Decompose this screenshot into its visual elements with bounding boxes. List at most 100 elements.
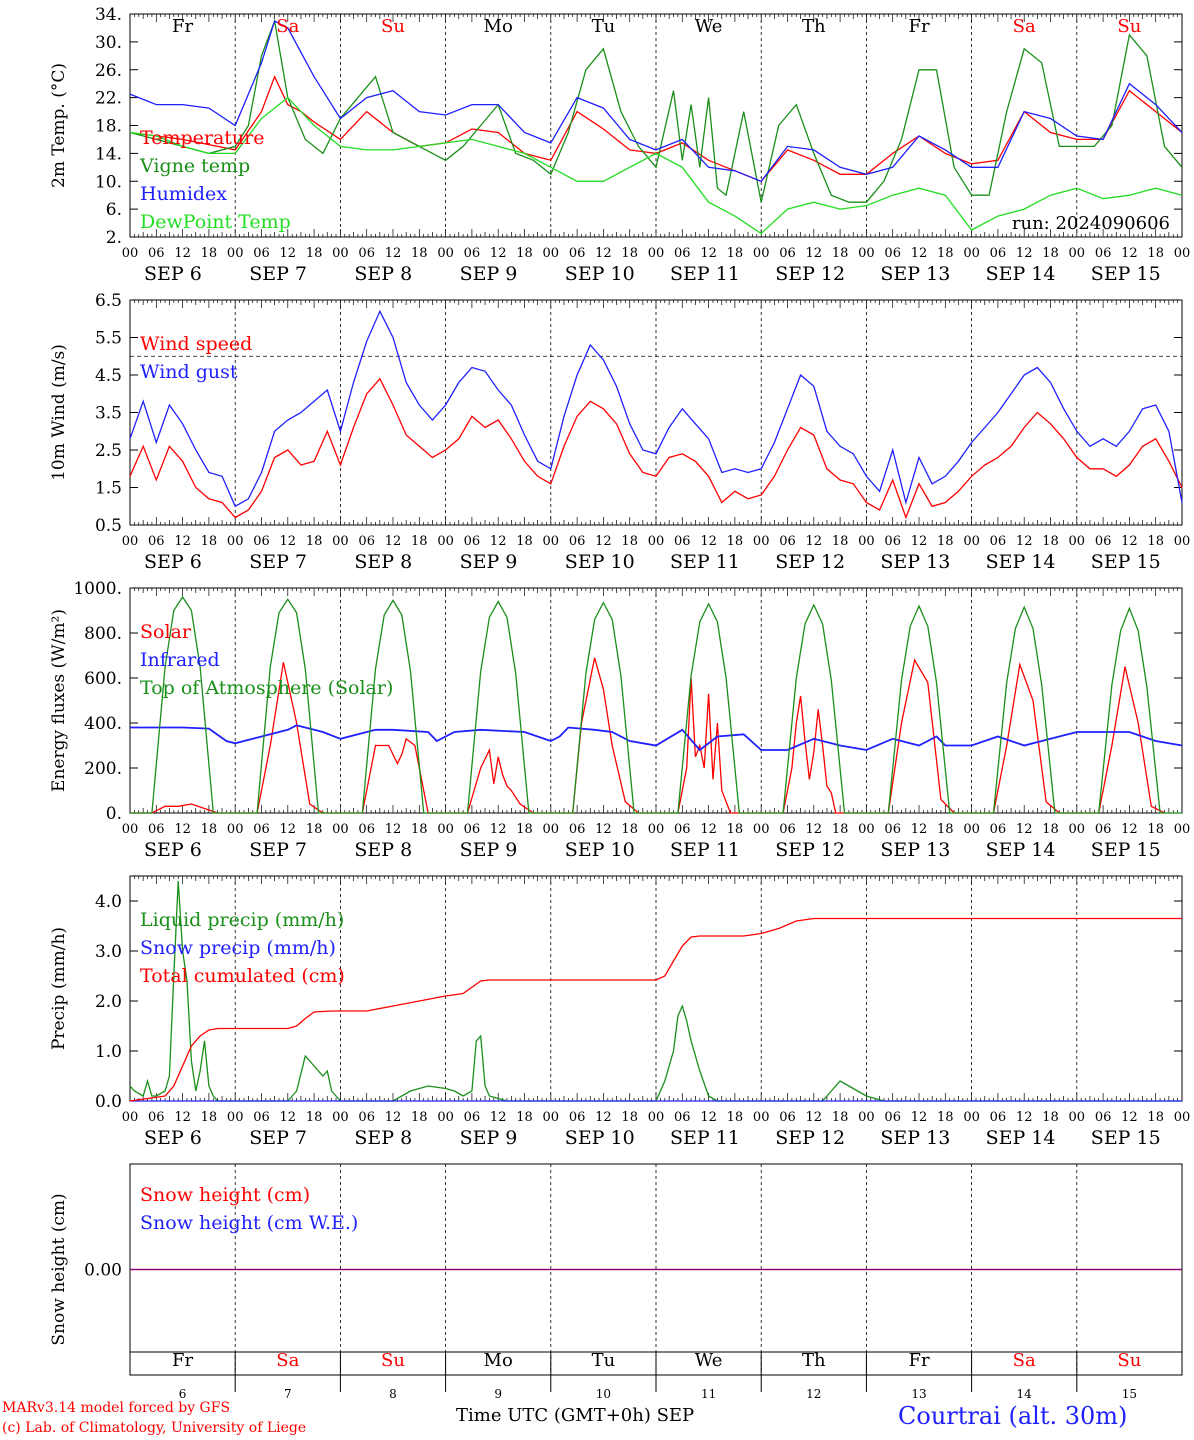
series-line-infrared	[130, 724, 1183, 752]
hour-label: 06	[884, 534, 901, 549]
hour-label: 00	[858, 1110, 875, 1125]
hour-label: 18	[516, 246, 533, 261]
hour-label: 00	[437, 534, 454, 549]
hour-label: 00	[648, 534, 665, 549]
day-number-label: 12	[806, 1387, 821, 1401]
hour-label: 18	[832, 1110, 849, 1125]
series-line-total-cumulated-cm-	[129, 917, 1182, 1102]
hour-label: 12	[385, 534, 402, 549]
date-label: SEP 7	[249, 1127, 307, 1149]
hour-label: 18	[937, 246, 954, 261]
hour-label: 00	[1069, 1110, 1086, 1125]
date-label: SEP 8	[354, 1127, 412, 1149]
hour-label: 06	[569, 822, 586, 837]
hour-label: 00	[122, 246, 139, 261]
hour-label: 06	[1095, 822, 1112, 837]
weekday-label: Su	[1117, 16, 1141, 37]
y-tick-label: 30.	[95, 33, 122, 53]
hour-label: 00	[1069, 534, 1086, 549]
weekday-label: Fr	[908, 1350, 929, 1371]
day-number-label: 9	[494, 1387, 502, 1401]
hour-label: 00	[543, 534, 560, 549]
weekday-label: We	[695, 1350, 723, 1371]
hour-label: 00	[227, 246, 244, 261]
hour-label: 12	[490, 1110, 507, 1125]
panel-energy: 00 06 12 18 00 06 12 18 00 06 12 18 00 06 12 18 00 06 12 18…	[49, 579, 1190, 861]
hour-label: 06	[253, 822, 270, 837]
hour-label: 18	[411, 1110, 428, 1125]
date-label: SEP 10	[565, 1127, 635, 1149]
hour-label: 00	[963, 534, 980, 549]
panel-frame	[129, 587, 1183, 814]
y-tick-label: 2.5	[95, 441, 122, 461]
y-tick-label: 10.	[95, 172, 122, 192]
y-tick-label: 4.5	[95, 366, 122, 386]
legend-entry: Infrared	[140, 649, 220, 671]
hour-label: 00	[1174, 822, 1191, 837]
hour-label: 18	[727, 822, 744, 837]
weekday-label: Tu	[592, 16, 616, 37]
hour-label: 12	[700, 822, 717, 837]
y-axis-label: Precip (mm/h)	[49, 927, 69, 1050]
hour-label: 06	[253, 534, 270, 549]
legend-entry: Top of Atmosphere (Solar)	[140, 677, 393, 699]
hour-label: 12	[174, 822, 191, 837]
day-number-label: 7	[284, 1387, 292, 1401]
hour-label: 00	[1174, 534, 1191, 549]
hour-label: 12	[595, 1110, 612, 1125]
hour-label: 18	[306, 534, 323, 549]
weekday-label: Sa	[276, 16, 299, 37]
date-label: SEP 9	[460, 1127, 518, 1149]
hour-label: 00	[437, 822, 454, 837]
hour-label: 00	[753, 822, 770, 837]
hour-label: 00	[648, 1110, 665, 1125]
y-tick-label: 400.	[84, 714, 122, 734]
panel-snow: 0.00 Snow height (cm) Snow height (cm) Snow…	[49, 1163, 1183, 1401]
hour-label: 00	[543, 1110, 560, 1125]
date-label: SEP 8	[354, 263, 412, 285]
y-tick-label: 6.	[106, 200, 122, 220]
y-tick-label: 1000.	[73, 579, 122, 599]
hour-label: 00	[332, 534, 349, 549]
hour-label: 12	[385, 822, 402, 837]
hour-label: 18	[411, 534, 428, 549]
hour-label: 06	[358, 246, 375, 261]
weekday-label: Su	[1117, 1350, 1141, 1371]
date-label: SEP 14	[986, 263, 1056, 285]
date-label: SEP 7	[249, 839, 307, 861]
hour-label: 06	[779, 246, 796, 261]
hour-label: 12	[806, 246, 823, 261]
y-tick-label: 2.0	[95, 992, 122, 1012]
hour-label: 00	[963, 246, 980, 261]
y-tick-label: 3.0	[95, 942, 122, 962]
panel-precip: 00 06 12 18 00 06 12 18 00 06 12 18 00 06 12 18 00 06 12 18…	[49, 875, 1190, 1149]
hour-label: 18	[832, 534, 849, 549]
hour-label: 18	[621, 1110, 638, 1125]
hour-label: 12	[490, 822, 507, 837]
hour-label: 06	[674, 534, 691, 549]
series-line-top-of-atmosphere-solar-	[130, 595, 1182, 814]
legend-entry: Liquid precip (mm/h)	[140, 909, 344, 931]
date-label: SEP 12	[775, 839, 845, 861]
hour-label: 06	[990, 534, 1007, 549]
hour-label: 12	[1121, 534, 1138, 549]
panel-frame	[129, 299, 1183, 526]
y-tick-label: 800.	[84, 624, 122, 644]
hour-label: 18	[621, 822, 638, 837]
weekday-label: Th	[802, 16, 826, 37]
date-label: SEP 8	[354, 839, 412, 861]
day-number-label: 11	[701, 1387, 716, 1401]
y-tick-label: 4.0	[95, 892, 122, 912]
hour-label: 06	[569, 1110, 586, 1125]
hour-label: 18	[621, 534, 638, 549]
date-label: SEP 15	[1091, 1127, 1161, 1149]
panel-temp: 00 06 12 18 00 06 12 18 00 06 12 18 00 06 12 18 00 06 12 18…	[49, 5, 1190, 285]
hour-label: 12	[1121, 1110, 1138, 1125]
day-number-label: 14	[1017, 1387, 1033, 1401]
hour-label: 18	[201, 534, 218, 549]
weekday-label: Sa	[1013, 1350, 1036, 1371]
hour-label: 00	[648, 246, 665, 261]
hour-label: 18	[937, 1110, 954, 1125]
weekday-label: Fr	[172, 16, 193, 37]
